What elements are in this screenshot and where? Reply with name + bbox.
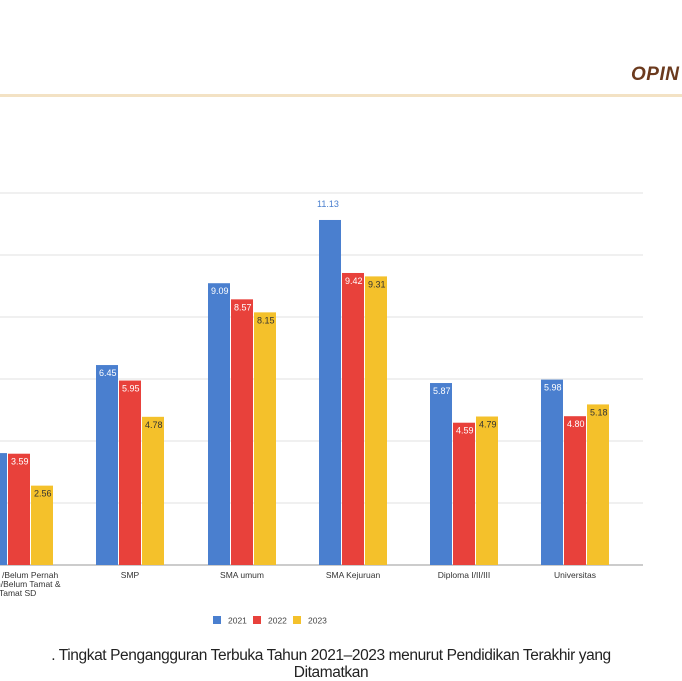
caption-line-1: . Tingkat Pengangguran Terbuka Tahun 202…	[51, 647, 611, 664]
bar-2021	[541, 379, 563, 565]
bar-2022	[564, 416, 586, 565]
bar-2022	[453, 422, 475, 565]
category-label: n/Belum Tamat &	[0, 579, 61, 589]
data-label: 9.42	[345, 276, 363, 286]
bar-2023	[476, 416, 498, 565]
data-label: 2.56	[34, 489, 52, 499]
bar-2023	[365, 276, 387, 565]
data-label: 4.78	[145, 420, 163, 430]
bar-2021	[319, 219, 341, 565]
data-label: 9.09	[211, 286, 229, 296]
category-label: Universitas	[554, 570, 596, 580]
legend-label: 2021	[228, 616, 247, 626]
category-label: SMA Kejuruan	[326, 570, 381, 580]
category-label: SMP	[121, 570, 140, 580]
category-label: Diploma I/II/III	[438, 570, 490, 580]
caption-line-2: Ditamatkan	[293, 664, 369, 681]
bar-2023	[142, 416, 164, 565]
category-label: SMA umum	[220, 570, 264, 580]
data-label: 8.15	[257, 315, 275, 325]
bar-2022	[231, 299, 253, 565]
bar-2022	[8, 453, 30, 565]
data-label: 5.98	[544, 383, 562, 393]
legend-swatch-2022	[253, 616, 261, 624]
data-label: 9.31	[368, 279, 386, 289]
bar-2023	[254, 312, 276, 565]
legend-label: 2023	[308, 616, 327, 626]
data-label: 3.59	[11, 457, 29, 467]
data-label: 4.59	[456, 426, 474, 436]
category-label: /Belum Pernah	[2, 570, 58, 580]
bar-2023	[31, 485, 53, 565]
data-label: 5.18	[590, 407, 608, 417]
data-label: 4.79	[479, 420, 497, 430]
data-label: 6.45	[99, 368, 117, 378]
data-label: 5.95	[122, 384, 140, 394]
brand-logo: OPIN	[631, 64, 680, 85]
bar-2021	[430, 383, 452, 565]
figure-caption: . Tingkat Pengangguran Terbuka Tahun 202…	[0, 647, 666, 681]
data-label: 11.13	[317, 199, 339, 209]
bar-2023	[587, 404, 609, 565]
bar-2021	[208, 283, 230, 565]
data-label: 5.87	[433, 386, 451, 396]
category-label: Tamat SD	[0, 588, 36, 598]
legend-swatch-2023	[293, 616, 301, 624]
bar-2021	[96, 365, 118, 565]
bar-2022	[119, 380, 141, 565]
bar-2022	[342, 272, 364, 565]
bar-2021	[0, 453, 7, 565]
legend-label: 2022	[268, 616, 287, 626]
legend-swatch-2021	[213, 616, 221, 624]
data-label: 8.57	[234, 302, 252, 312]
data-label: 4.80	[567, 419, 585, 429]
header-divider	[0, 94, 682, 97]
